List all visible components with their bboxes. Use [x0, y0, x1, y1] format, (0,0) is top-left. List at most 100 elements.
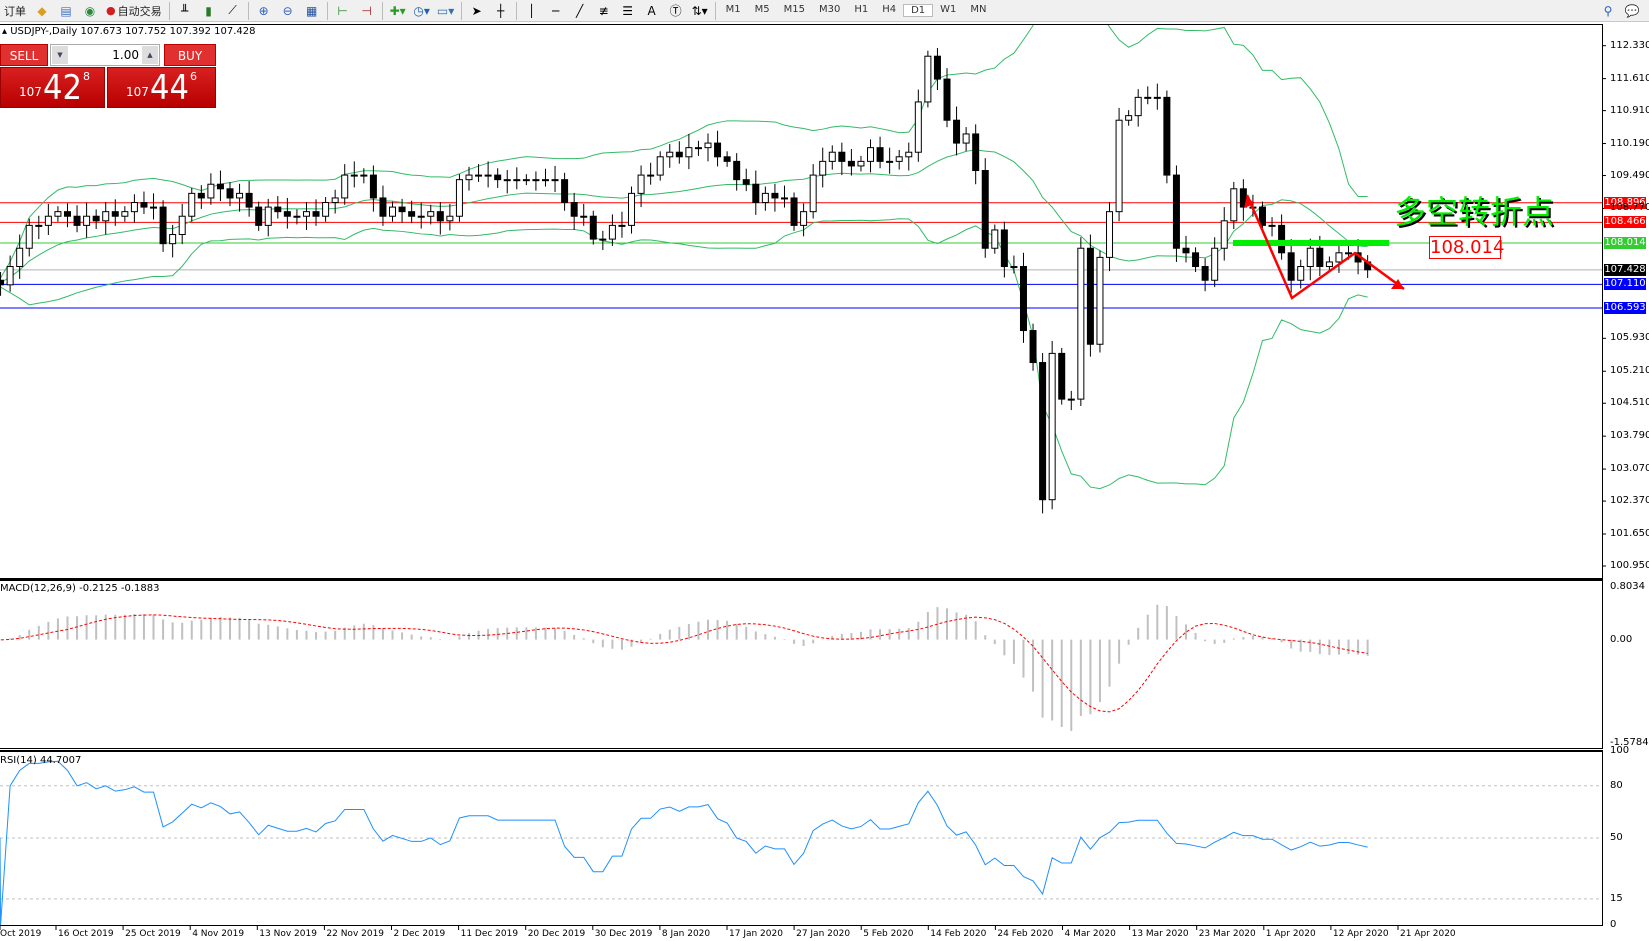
candle-body: [857, 160, 865, 167]
indicators-icon[interactable]: ✚▾: [389, 3, 406, 18]
candle: [570, 192, 578, 230]
candlestick-icon[interactable]: ▮: [205, 3, 212, 18]
candle: [637, 165, 645, 208]
chart-shift-icon[interactable]: ⊣: [361, 3, 372, 18]
sell-price-button[interactable]: 107 42 8: [0, 67, 105, 108]
candle: [1278, 214, 1286, 260]
candle: [140, 191, 148, 214]
candle: [1019, 252, 1027, 343]
candle: [1067, 390, 1075, 411]
candle: [933, 47, 941, 91]
sell-button[interactable]: SELL: [0, 44, 48, 66]
price-tag-108.896: 108.896: [1604, 196, 1646, 209]
candle-body: [322, 202, 330, 217]
candle: [494, 168, 502, 188]
candle-body: [379, 197, 387, 217]
vertical-line-icon[interactable]: │: [527, 3, 536, 18]
timeframe-h1[interactable]: H1: [854, 4, 869, 15]
search-icon[interactable]: ⚲: [1603, 3, 1613, 18]
candle: [522, 174, 530, 186]
metaeditor-icon[interactable]: ◆: [37, 3, 47, 18]
candle-body: [771, 192, 779, 199]
macd-panel[interactable]: [0, 579, 1603, 749]
time-axis-label: 24 Feb 2020: [997, 929, 1054, 939]
time-axis-label: 30 Dec 2019: [594, 929, 653, 939]
timeframe-m30[interactable]: M30: [818, 4, 841, 15]
line-chart-icon[interactable]: ⟋: [228, 3, 237, 17]
zoom-in-icon[interactable]: ⊕: [258, 3, 269, 18]
lot-size-stepper[interactable]: ▼ 1.00 ▲: [50, 44, 160, 66]
time-axis-label: 1 Apr 2020: [1265, 929, 1316, 939]
text-icon[interactable]: A: [647, 3, 656, 18]
horizontal-line-icon[interactable]: ─: [551, 3, 560, 18]
candle-body: [226, 188, 234, 199]
timeframe-d1[interactable]: D1: [903, 4, 934, 17]
candle: [886, 147, 894, 174]
candle-body: [1297, 266, 1305, 281]
candle-body: [1182, 247, 1190, 254]
chat-icon[interactable]: 💬: [1624, 3, 1640, 18]
arrows-icon[interactable]: ⇅▾: [691, 3, 708, 18]
candle-body: [1048, 352, 1056, 501]
signals-icon[interactable]: ◉: [84, 3, 96, 18]
time-axis-label: 2 Dec 2019: [393, 929, 446, 939]
rsi-label: RSI(14) 44.7007: [0, 755, 82, 766]
candle-body: [847, 160, 855, 167]
bar-chart-icon[interactable]: ╨: [180, 3, 189, 18]
candle-body: [293, 215, 301, 218]
rsi-panel[interactable]: [0, 750, 1603, 926]
cursor-icon[interactable]: ➤: [471, 3, 482, 18]
candle: [350, 161, 358, 188]
lot-decrease-button[interactable]: ▼: [52, 46, 68, 64]
periods-icon[interactable]: ◷▾: [413, 3, 430, 18]
candle-body: [255, 206, 263, 226]
trendline-icon[interactable]: ╱: [575, 3, 584, 18]
timeframe-h4[interactable]: H4: [882, 4, 897, 15]
lot-size-value[interactable]: 1.00: [112, 48, 139, 62]
price-axis-label: 111.610: [1610, 72, 1649, 84]
tile-windows-icon[interactable]: ▦: [305, 3, 318, 18]
candle: [369, 165, 377, 212]
candle: [857, 155, 865, 172]
buy-button[interactable]: BUY: [164, 44, 216, 66]
rsi-axis-label: 80: [1610, 779, 1623, 791]
crosshair-icon[interactable]: ┼: [496, 3, 505, 18]
candle: [408, 200, 416, 224]
fibonacci-icon[interactable]: ≢: [598, 3, 609, 18]
buy-price-button[interactable]: 107 44 6: [107, 67, 216, 108]
lot-increase-button[interactable]: ▲: [142, 46, 158, 64]
timeframe-w1[interactable]: W1: [940, 4, 957, 15]
timeframe-mn[interactable]: MN: [970, 4, 987, 15]
zoom-out-icon[interactable]: ⊖: [282, 3, 293, 18]
turning-point-bar: [1233, 240, 1389, 246]
candle-body: [647, 174, 655, 177]
candle-body: [1230, 188, 1238, 222]
candle: [188, 187, 196, 222]
price-tag-106.593: 106.593: [1604, 301, 1646, 314]
price-axis-label: 102.370: [1610, 495, 1649, 507]
candle-body: [0, 279, 5, 286]
navigator-icon[interactable]: ▤: [60, 3, 72, 18]
text-label-icon[interactable]: Ⓣ: [669, 4, 682, 18]
new-order-button[interactable]: 订单: [4, 4, 26, 18]
auto-trading-button[interactable]: ● 自动交易: [106, 4, 162, 18]
fibonacci-channel-icon[interactable]: ☰: [622, 3, 633, 18]
timeframe-m15[interactable]: M15: [783, 4, 805, 15]
separator: [515, 1, 517, 20]
candle: [924, 50, 932, 108]
auto-scroll-icon[interactable]: ⊢: [337, 3, 348, 18]
timeframe-m5[interactable]: M5: [754, 4, 770, 15]
candle: [809, 164, 817, 219]
candle-body: [694, 147, 702, 150]
candle-body: [685, 147, 693, 158]
time-axis-label: 14 Feb 2020: [930, 929, 987, 939]
main-chart[interactable]: [0, 24, 1603, 579]
timeframe-m1[interactable]: M1: [725, 4, 741, 15]
candle: [236, 183, 244, 212]
candle-body: [350, 174, 358, 177]
candle-body: [1010, 266, 1018, 269]
candle-body: [494, 174, 502, 181]
candle: [752, 170, 760, 215]
candle-body: [867, 147, 875, 162]
templates-icon[interactable]: ▭▾: [436, 3, 455, 18]
